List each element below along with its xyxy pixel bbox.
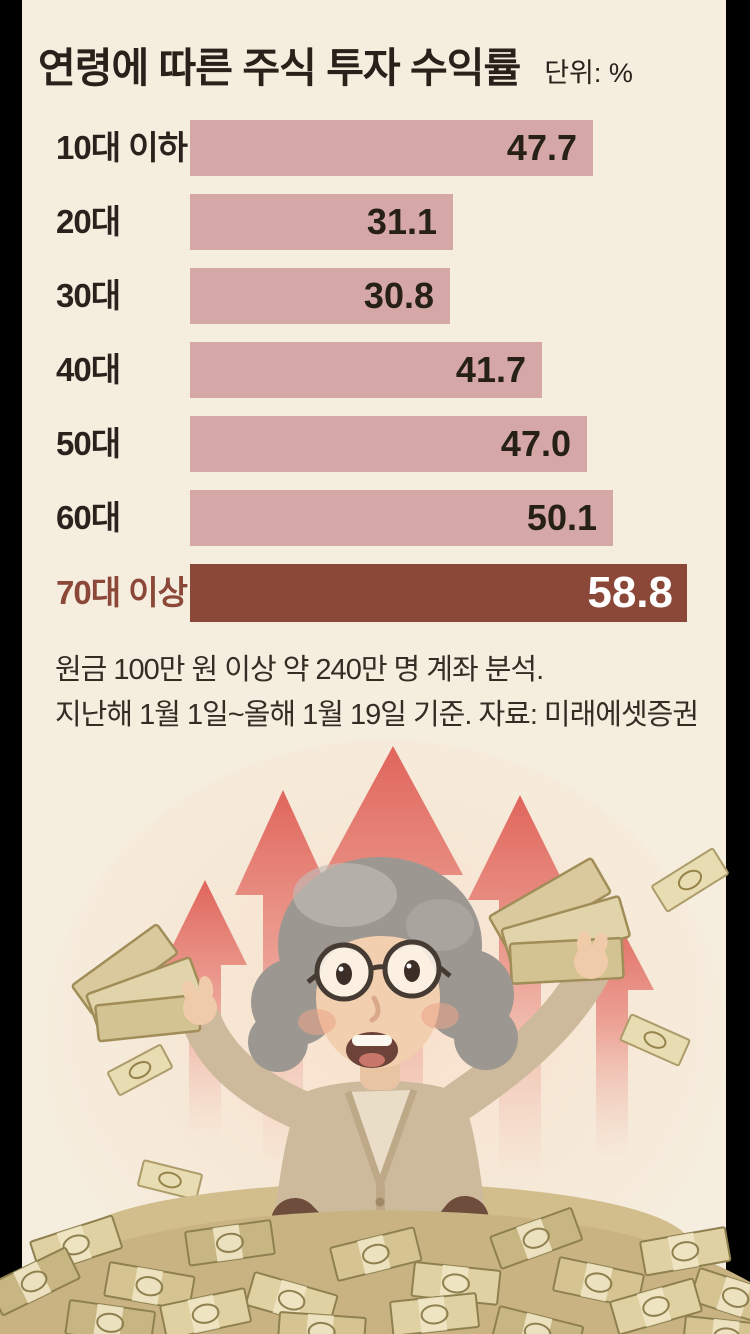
money-bundle <box>159 1287 252 1334</box>
footnote-line-1: 원금 100만 원 이상 약 240만 명 계좌 분석. <box>55 654 544 686</box>
category-label: 50대 <box>56 425 121 462</box>
money-bundle <box>609 1277 703 1334</box>
value-label: 31.1 <box>366 201 437 242</box>
value-label: 50.1 <box>526 497 597 538</box>
bar: 47.0 <box>190 416 587 472</box>
chart-title: 연령에 따른 주식 투자 수익률 <box>38 45 521 91</box>
money-bundle <box>184 1219 276 1267</box>
money-bundle <box>103 1261 196 1312</box>
value-label: 41.7 <box>455 349 526 390</box>
value-label: 58.8 <box>587 568 673 617</box>
bar: 41.7 <box>190 342 542 398</box>
hand-right <box>574 931 608 979</box>
hair-highlight <box>406 899 474 951</box>
money-bundle <box>329 1226 423 1282</box>
money-wad-left <box>71 923 203 1043</box>
bar-row: 10대 이하 47.7 <box>22 120 726 176</box>
bar-row: 70대 이상 58.8 <box>22 564 726 622</box>
money-bundle <box>389 1292 480 1334</box>
eye <box>336 963 352 985</box>
bar: 47.7 <box>190 120 593 176</box>
footnotes: 원금 100만 원 이상 약 240만 명 계좌 분석. 지난해 1월 1일~올… <box>55 648 699 738</box>
mouth <box>346 1032 398 1068</box>
eye-highlight <box>406 963 412 969</box>
button <box>375 1197 385 1207</box>
hair-highlight <box>293 863 397 927</box>
eye <box>404 960 420 982</box>
value-label: 47.7 <box>506 127 577 168</box>
header: 연령에 따른 주식 투자 수익률 단위: % <box>38 34 633 94</box>
money-bundle <box>639 1226 732 1277</box>
footnote-line-2: 지난해 1월 1일~올해 1월 19일 기준. 자료: 미래에셋증권 <box>55 699 699 731</box>
cheek <box>298 1009 336 1035</box>
money-bundle <box>0 1246 81 1316</box>
inner-shirt <box>348 1090 414 1185</box>
category-label: 10대 이하 <box>56 129 188 166</box>
bar-chart: 10대 이하 47.7 20대 31.1 30대 30.8 40대 41.7 5… <box>22 120 726 640</box>
money-bundle <box>491 1305 585 1334</box>
banknote <box>137 1159 203 1201</box>
money-bundle <box>552 1256 645 1309</box>
bar: 30.8 <box>190 268 450 324</box>
bar-row: 50대 47.0 <box>22 416 726 472</box>
bar: 58.8 <box>190 564 687 622</box>
value-label: 30.8 <box>363 275 434 316</box>
banknote <box>107 1044 173 1096</box>
category-label: 60대 <box>56 499 121 536</box>
cheek <box>421 1003 459 1029</box>
arm-right <box>438 952 610 1122</box>
value-label: 47.0 <box>500 423 571 464</box>
category-label: 70대 이상 <box>56 574 188 611</box>
unit-label: 단위: % <box>544 58 633 88</box>
category-label: 20대 <box>56 203 121 240</box>
bar: 31.1 <box>190 194 453 250</box>
money-pile <box>0 1207 750 1334</box>
banknote <box>619 1013 691 1067</box>
bar-row: 40대 41.7 <box>22 342 726 398</box>
illustration <box>0 740 750 1334</box>
money-bundle <box>681 1315 750 1334</box>
bar: 50.1 <box>190 490 613 546</box>
money-bundle <box>276 1311 367 1334</box>
bar-row: 20대 31.1 <box>22 194 726 250</box>
category-label: 40대 <box>56 351 121 388</box>
bar-row: 30대 30.8 <box>22 268 726 324</box>
money-bundle <box>489 1207 583 1270</box>
hand-left <box>181 976 217 1025</box>
category-label: 30대 <box>56 277 121 314</box>
money-bundle <box>64 1299 156 1334</box>
nose <box>369 995 381 1023</box>
arm-left <box>182 1002 320 1130</box>
banknote <box>651 847 729 913</box>
eye-highlight <box>338 966 344 972</box>
bar-row: 60대 50.1 <box>22 490 726 546</box>
money-bundle <box>410 1261 502 1306</box>
